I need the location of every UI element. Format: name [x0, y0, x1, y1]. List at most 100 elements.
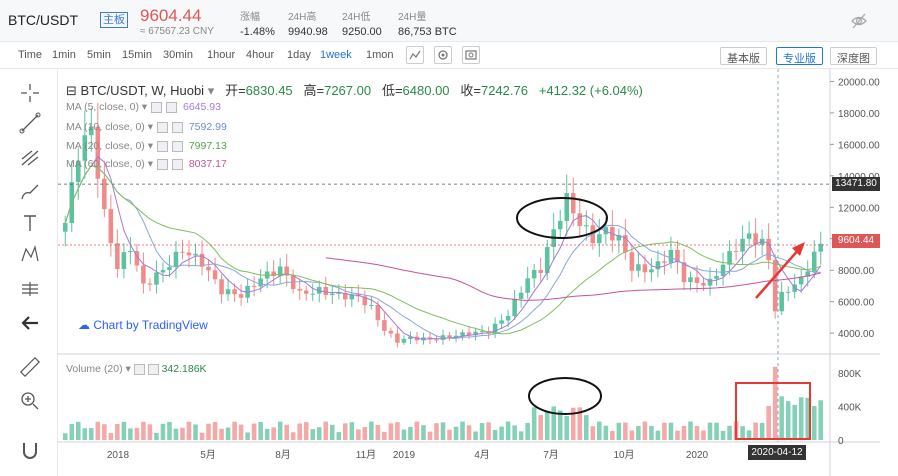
collapse-icon[interactable]: ⊟ [66, 83, 77, 98]
magnet-icon[interactable] [18, 439, 42, 463]
ma-close-icon[interactable] [171, 140, 183, 152]
volume-legend-value: 342.186K [161, 363, 207, 375]
candle-body [623, 235, 628, 253]
screenshot-icon[interactable] [462, 46, 480, 64]
candle-body [733, 251, 739, 253]
ma-settings-icon[interactable] [151, 101, 163, 113]
volume-bar [323, 421, 329, 440]
ma-settings-icon[interactable] [156, 140, 168, 152]
settings-gear-icon[interactable] [434, 46, 452, 64]
volume-bar [551, 406, 556, 440]
volume-bar [95, 421, 101, 440]
price-tick-label: 6000.00 [838, 298, 875, 309]
volume-bar [727, 425, 732, 440]
close-value: 7242.76 [480, 83, 528, 98]
candle-body [714, 275, 719, 279]
pro-view-button[interactable]: 专业版 [776, 47, 823, 65]
volume-bar [414, 421, 420, 440]
volume-bar [258, 422, 263, 440]
candle-body [629, 252, 635, 271]
candle-body [681, 262, 687, 283]
volume-bar [401, 429, 407, 440]
ohlc-legend: ⊟ BTC/USDT, W, Huobi ▾ 开=6830.45 高=7267.… [66, 80, 643, 99]
candle-body [746, 233, 752, 239]
interval-15min[interactable]: 15min [122, 49, 152, 61]
volume-bar [76, 421, 81, 440]
volume-bar [518, 431, 524, 440]
interval-1week[interactable]: 1week [320, 49, 352, 61]
interval-1mon[interactable]: 1mon [366, 49, 394, 61]
volume-bar [128, 428, 133, 440]
price-tick-label: 8000.00 [838, 266, 875, 277]
interval-1day[interactable]: 1day [287, 49, 311, 61]
volume-bar [655, 430, 661, 440]
volume-bar [629, 430, 635, 440]
candle-body [76, 160, 81, 183]
candle-body [193, 253, 198, 256]
ma-legend-60: MA (60, close, 0) ▾ 8037.17 [66, 158, 227, 170]
candle-body [147, 283, 153, 285]
symbol-name[interactable]: BTC/USDT [8, 12, 78, 28]
pattern-tool-icon[interactable] [18, 243, 42, 267]
time-tick-label: 2019 [393, 450, 416, 461]
candle-body [369, 304, 374, 306]
volume-settings-icon[interactable] [133, 363, 145, 375]
zoom-in-icon[interactable] [18, 389, 42, 413]
volume-close-icon[interactable] [147, 363, 159, 375]
time-label[interactable]: Time [18, 49, 43, 61]
fib-tool-icon[interactable] [18, 145, 42, 169]
volume-bar [473, 431, 478, 440]
last-price: 9604.44 [140, 6, 202, 25]
ma-settings-icon[interactable] [156, 158, 168, 170]
hide-eye-icon[interactable] [850, 12, 868, 30]
candle-body [212, 270, 218, 280]
volume-bar [297, 423, 302, 440]
trend-line-icon[interactable] [18, 111, 42, 135]
candle-body [499, 320, 504, 324]
candle-body [766, 238, 771, 261]
tradingview-cloud-icon: ☁ [78, 318, 90, 332]
tradingview-link[interactable]: ☁ Chart by TradingView [78, 318, 208, 332]
high-label: 24H高 [288, 12, 317, 23]
volume-bar [284, 424, 289, 440]
candle-body [818, 243, 824, 252]
volume-bar [707, 422, 713, 440]
interval-1hour[interactable]: 1hour [207, 49, 236, 61]
title-dropdown-icon[interactable]: ▾ [207, 83, 215, 98]
brush-icon[interactable] [18, 179, 42, 203]
change-value-legend: +412.32 (+6.04%) [538, 83, 643, 98]
volume-bar [479, 423, 485, 440]
volume-bar [245, 432, 250, 440]
volume-bar [525, 422, 530, 440]
ruler-icon[interactable] [18, 355, 42, 379]
basic-view-button[interactable]: 基本版 [720, 47, 767, 65]
ma-legend-20: MA (20, close, 0) ▾ 7997.13 [66, 140, 227, 152]
candle-body [336, 292, 342, 294]
interval-4hour[interactable]: 4hour [246, 49, 275, 61]
text-tool-icon[interactable] [18, 211, 42, 235]
candle-body [395, 333, 400, 343]
candle-body [811, 251, 817, 272]
measure-tool-icon[interactable] [18, 277, 42, 301]
ma-close-icon[interactable] [171, 158, 183, 170]
volume-bar [330, 424, 335, 440]
crosshair-icon[interactable] [18, 81, 42, 105]
candle-body [108, 209, 114, 244]
volume-tick-label: 800K [838, 369, 862, 380]
candle-body [303, 290, 309, 294]
candle-body [232, 289, 237, 295]
annotation-volume-box [735, 382, 811, 440]
ma-close-icon[interactable] [171, 121, 183, 133]
candle-body [297, 288, 302, 291]
chart-type-icon[interactable] [406, 46, 424, 64]
volume-bar [108, 433, 114, 440]
interval-30min[interactable]: 30min [163, 49, 193, 61]
ma-close-icon[interactable] [166, 101, 178, 113]
back-arrow-icon[interactable] [18, 311, 42, 335]
interval-5min[interactable]: 5min [87, 49, 111, 61]
interval-1min[interactable]: 1min [52, 49, 76, 61]
volume-bar [486, 422, 491, 440]
depth-view-button[interactable]: 深度图 [830, 47, 877, 65]
ma-settings-icon[interactable] [156, 121, 168, 133]
